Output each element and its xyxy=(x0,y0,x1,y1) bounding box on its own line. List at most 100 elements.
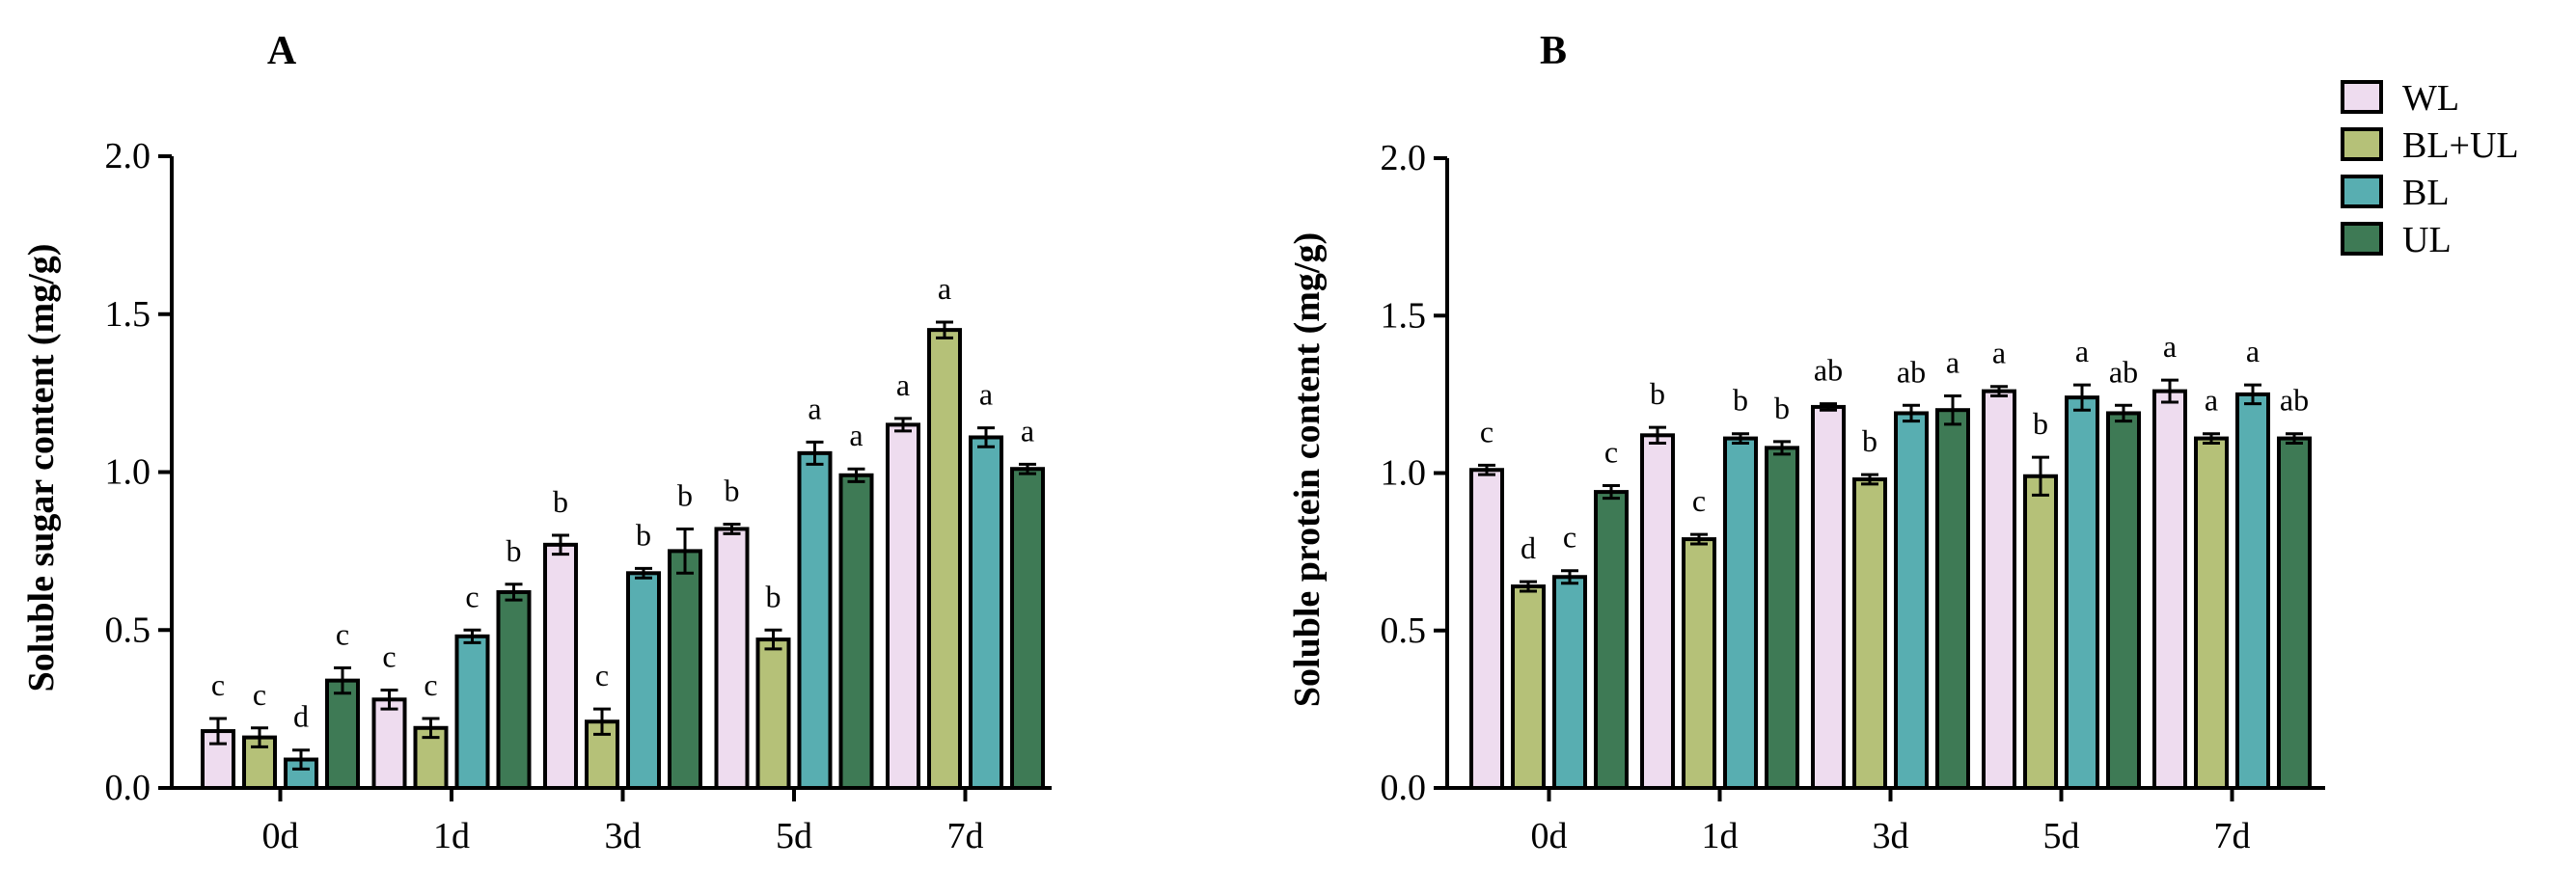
significance-letter: c xyxy=(1480,414,1494,448)
significance-letter: a xyxy=(2163,329,2177,364)
significance-letter: b xyxy=(553,484,568,519)
y-tick-label: 0.5 xyxy=(1381,610,1427,651)
bar-bl-7d xyxy=(2235,392,2270,790)
bar-bl-ul-3d xyxy=(1852,477,1887,790)
panel-b: B Soluble protein content (mg/g) 0.0 0.5 1… xyxy=(1287,29,2325,856)
bar-bl-ul-0d xyxy=(1511,584,1546,790)
x-tick-label: 5d xyxy=(2043,816,2080,856)
panel-b-y-axis-title: Soluble protein content (mg/g) xyxy=(1287,232,1328,707)
bar-bl-0d xyxy=(1552,575,1587,790)
bar-bl-1d xyxy=(1723,436,1758,790)
legend-label: UL xyxy=(2402,220,2452,260)
bar-wl-3d xyxy=(543,542,578,791)
bar-bl-ul-5d xyxy=(2023,474,2058,790)
bar-ul-7d xyxy=(2277,436,2312,790)
significance-letter: b xyxy=(725,474,740,508)
significance-letter: c xyxy=(1563,520,1576,555)
bar-wl-5d xyxy=(1982,389,2016,790)
significance-letter: d xyxy=(1521,530,1536,565)
bar-bl-1d xyxy=(454,634,490,790)
y-tick-label: 0.0 xyxy=(1381,768,1427,808)
bar-bl-ul-1d xyxy=(1682,537,1716,790)
significance-letter: a xyxy=(2075,334,2089,368)
y-tick-label: 0.0 xyxy=(105,768,151,808)
bar-wl-5d xyxy=(714,527,750,790)
bar-bl-3d xyxy=(1894,411,1929,790)
bar-ul-3d xyxy=(1935,408,1970,790)
bar-bl-7d xyxy=(969,435,1003,790)
significance-letter: c xyxy=(1692,483,1706,518)
significance-letter: ab xyxy=(2109,354,2138,389)
significance-letter: c xyxy=(424,667,437,702)
bar-bl-5d xyxy=(2065,395,2099,790)
bar-bl-ul-7d xyxy=(2194,436,2229,790)
legend-label: BL+UL xyxy=(2402,125,2519,166)
legend: WL BL+UL BL UL xyxy=(2341,78,2519,260)
legend-label: BL xyxy=(2402,173,2450,213)
legend-swatch-bl xyxy=(2341,175,2383,208)
bar-ul-1d xyxy=(1765,446,1799,790)
bar-wl-1d xyxy=(371,697,407,790)
x-tick-label: 0d xyxy=(262,816,299,856)
significance-letter: a xyxy=(979,377,993,412)
significance-letter: a xyxy=(2205,383,2218,418)
bar-wl-7d xyxy=(2152,389,2187,790)
significance-letter: a xyxy=(1946,345,1959,380)
significance-letter: b xyxy=(1650,376,1665,411)
y-tick-label: 1.5 xyxy=(105,294,151,335)
bar-bl-ul-5d xyxy=(755,637,791,791)
significance-letter: a xyxy=(896,367,910,402)
significance-letter: a xyxy=(808,391,821,425)
significance-letter: a xyxy=(938,271,951,306)
significance-letter: d xyxy=(293,699,309,734)
significance-letter: a xyxy=(1992,336,2006,370)
x-tick-label: 1d xyxy=(433,816,470,856)
significance-letter: c xyxy=(1604,435,1618,470)
x-tick-label: 3d xyxy=(605,816,642,856)
y-tick-label: 1.0 xyxy=(105,452,151,493)
bar-ul-0d xyxy=(1594,490,1629,790)
significance-letter: b xyxy=(2033,406,2048,441)
bar-bl-3d xyxy=(626,571,661,790)
significance-letter: b xyxy=(507,533,522,568)
bar-bl-ul-7d xyxy=(927,328,962,790)
significance-letter: c xyxy=(382,638,396,673)
x-tick-label: 7d xyxy=(2214,816,2251,856)
legend-swatch-bl-ul xyxy=(2341,127,2383,161)
x-tick-label: 0d xyxy=(1531,816,1568,856)
x-tick-label: 7d xyxy=(947,816,984,856)
legend-swatch-wl xyxy=(2341,80,2383,114)
significance-letter: b xyxy=(677,477,693,512)
significance-letter: b xyxy=(1733,383,1748,418)
y-tick-label: 1.5 xyxy=(1381,295,1427,336)
y-tick-label: 0.5 xyxy=(105,610,151,650)
significance-letter: b xyxy=(636,517,651,552)
significance-letter: b xyxy=(1774,391,1790,425)
legend-label: WL xyxy=(2402,78,2459,119)
significance-letter: c xyxy=(465,579,479,613)
legend-swatch-ul xyxy=(2341,222,2383,256)
bar-ul-7d xyxy=(1010,467,1045,790)
significance-letter: a xyxy=(1021,413,1034,448)
bar-bl-5d xyxy=(797,450,833,790)
bar-ul-5d xyxy=(2106,411,2141,790)
significance-letter: ab xyxy=(2280,383,2309,418)
bar-ul-0d xyxy=(325,678,360,791)
x-tick-label: 5d xyxy=(776,816,812,856)
significance-letter: c xyxy=(253,677,266,712)
bar-ul-1d xyxy=(496,589,532,791)
significance-letter: c xyxy=(336,617,349,652)
significance-letter: c xyxy=(595,658,609,692)
significance-letter: ab xyxy=(1897,354,1926,389)
panel-a-y-axis-title: Soluble sugar content (mg/g) xyxy=(21,244,62,692)
y-tick-label: 2.0 xyxy=(105,136,151,176)
bar-ul-5d xyxy=(838,473,874,790)
y-tick-label: 2.0 xyxy=(1381,138,1427,178)
bar-wl-7d xyxy=(886,422,920,790)
significance-letter: c xyxy=(211,667,225,702)
panel-b-letter: B xyxy=(1540,29,1567,73)
bar-wl-1d xyxy=(1640,433,1675,790)
panel-a-letter: A xyxy=(267,29,297,73)
bar-wl-0d xyxy=(1469,468,1504,790)
